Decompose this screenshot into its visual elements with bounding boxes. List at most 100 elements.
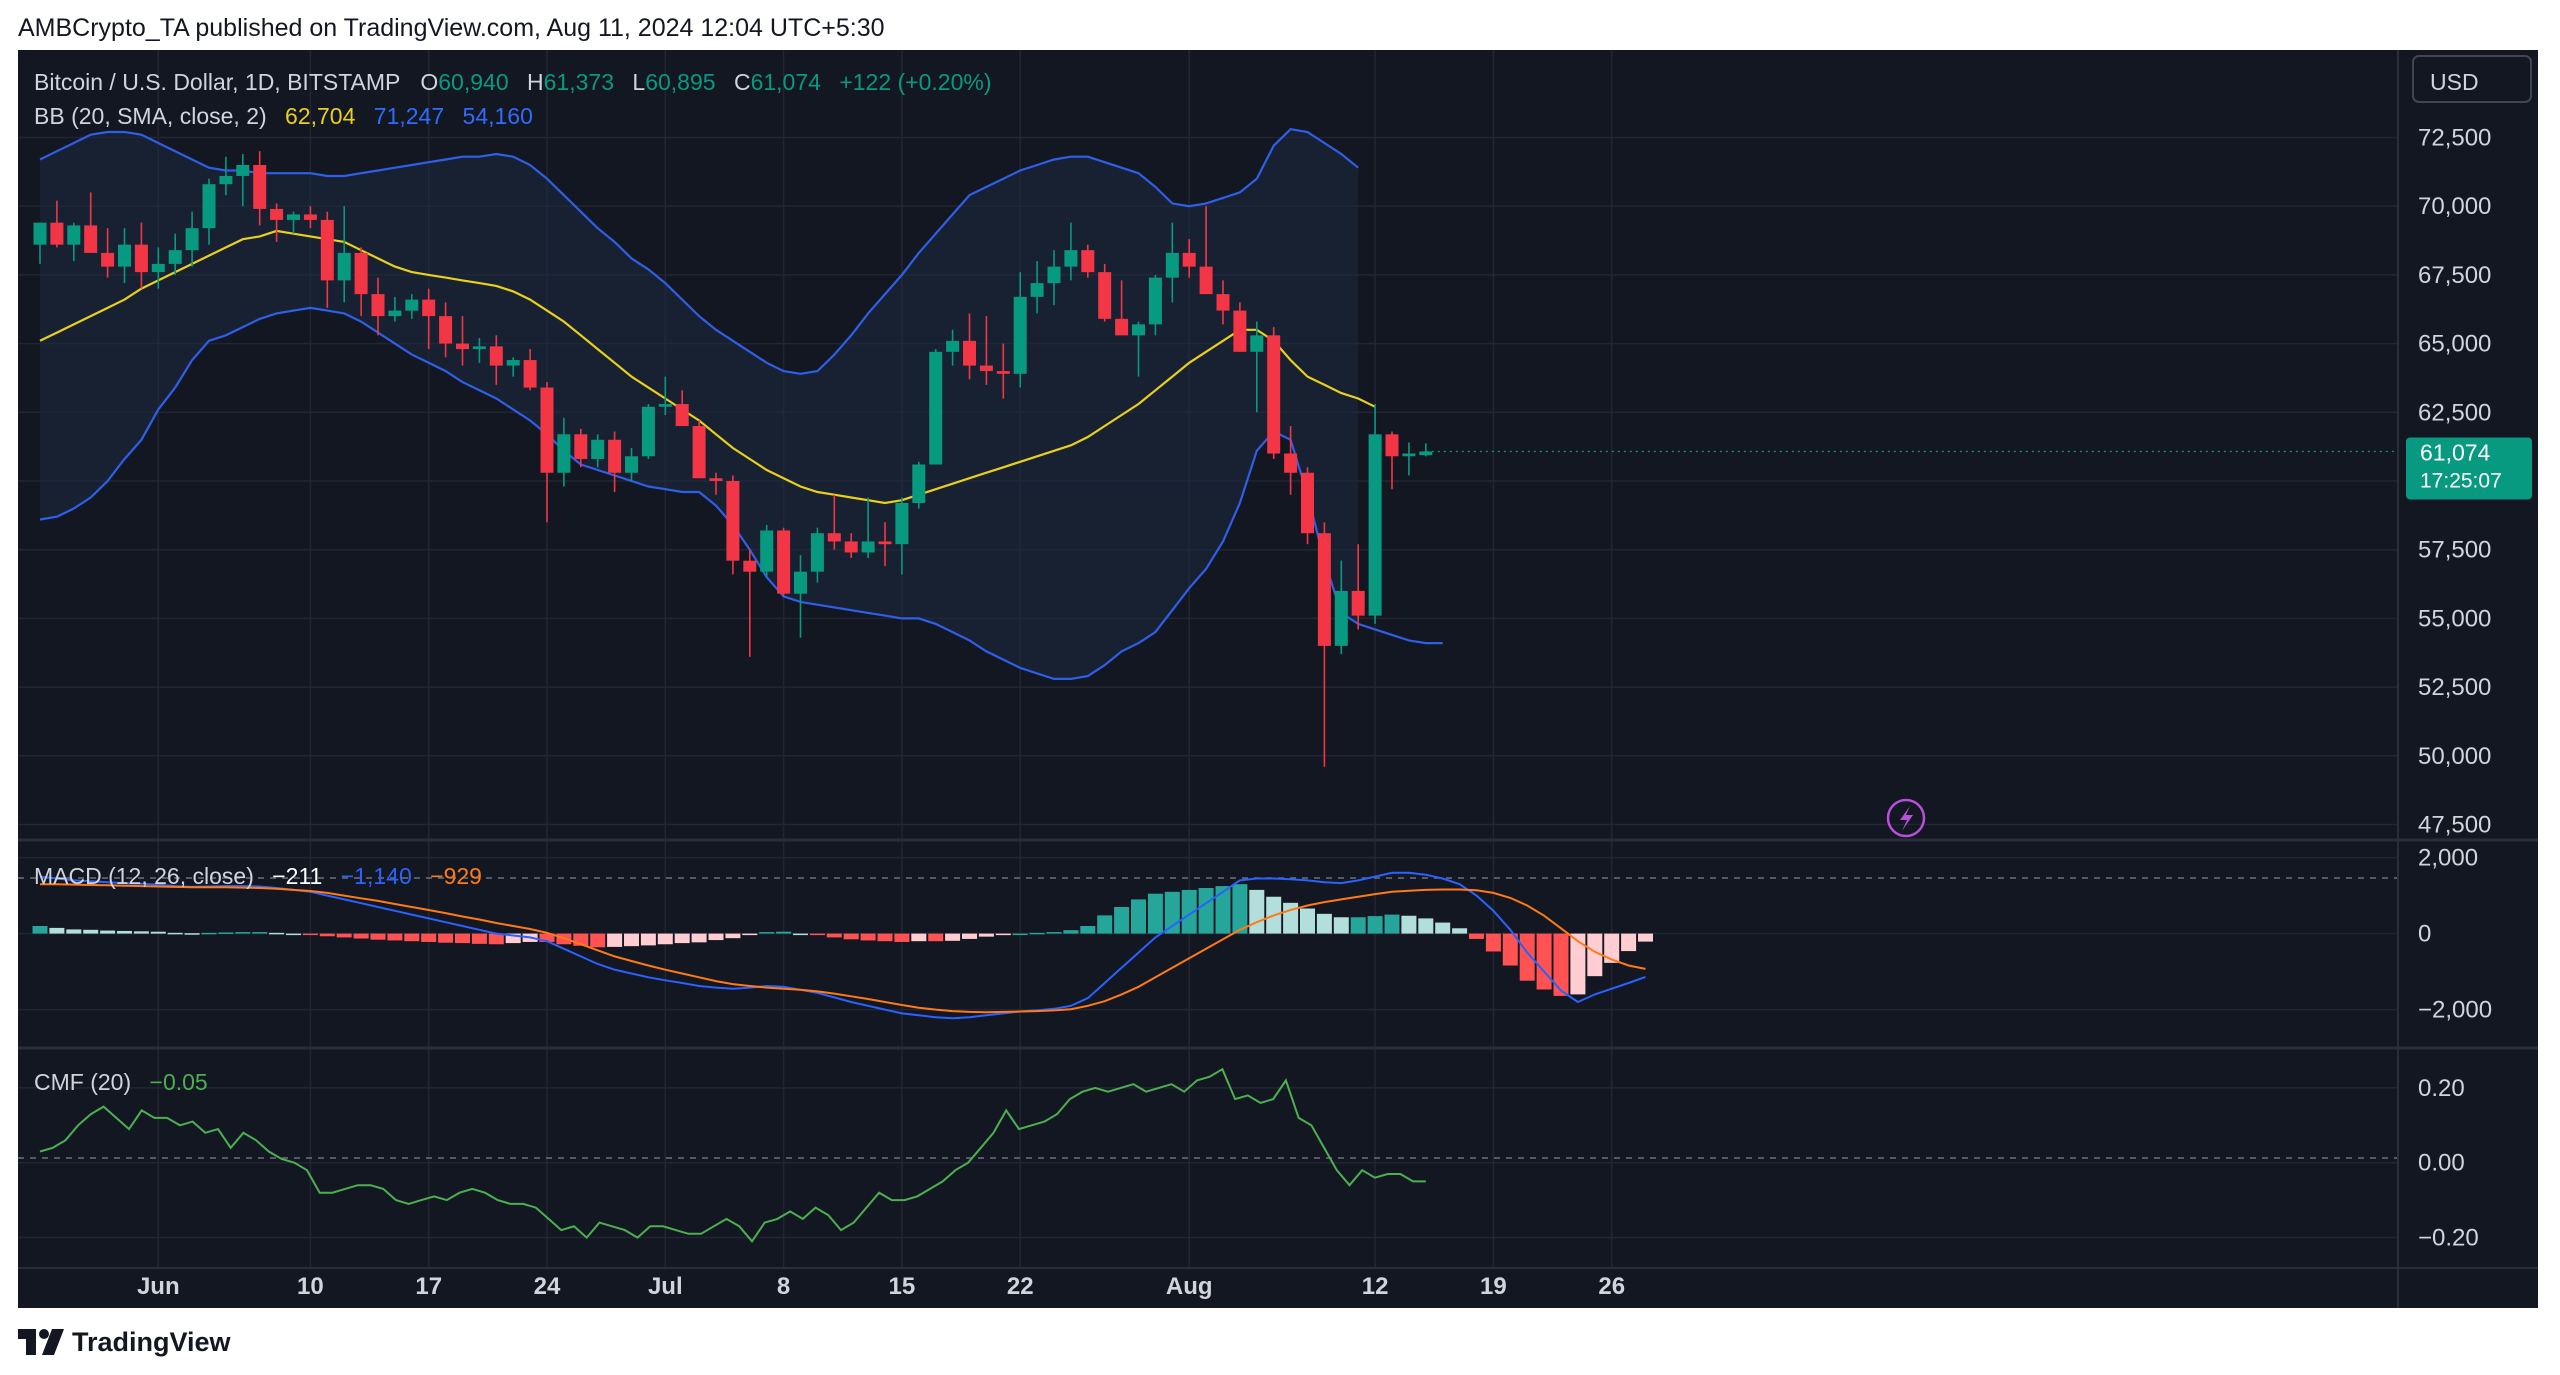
lightning-icon[interactable]	[1886, 798, 1926, 838]
candle-body	[1250, 335, 1264, 352]
cmf-tick-label: 0.00	[2418, 1150, 2465, 1177]
time-tick-label: 26	[1598, 1273, 1625, 1300]
candle-body	[912, 464, 926, 503]
candle-body	[1216, 294, 1230, 311]
candle	[540, 382, 554, 523]
macd-histogram-bar	[66, 929, 82, 934]
chart-canvas[interactable]: 72,50070,00067,50065,00062,50060,00057,5…	[18, 50, 2538, 1308]
candle	[929, 349, 943, 465]
macd-histogram-bar	[860, 933, 876, 941]
candle-body	[67, 225, 81, 245]
candle	[1250, 321, 1264, 413]
candle-body	[422, 299, 436, 317]
bollinger-band-fill	[40, 129, 1359, 679]
candle	[1199, 206, 1213, 295]
lightning-icon-bolt[interactable]	[1900, 806, 1913, 831]
candle	[320, 211, 334, 308]
macd-histogram-bar	[843, 933, 859, 940]
candle	[1132, 321, 1145, 377]
macd-histogram-bar	[1063, 930, 1079, 934]
macd-histogram-bar	[421, 933, 437, 942]
candle	[456, 316, 469, 366]
candle	[439, 302, 453, 358]
candle	[979, 316, 993, 385]
ohlc-change: +122 (+0.20%)	[839, 69, 991, 95]
candle-body	[1182, 252, 1196, 267]
candle-body	[878, 541, 892, 545]
macd-histogram-bar	[1553, 933, 1569, 996]
macd-histogram-bar	[488, 933, 504, 945]
candle-body	[557, 434, 571, 473]
ohlc-open-label: O	[420, 69, 438, 95]
macd-histogram-bar	[1621, 933, 1637, 952]
currency-button-frame[interactable]	[2412, 55, 2532, 103]
macd-histogram-bar	[83, 929, 99, 934]
macd-histogram-bar	[1029, 932, 1045, 935]
candle	[709, 472, 723, 495]
cmf-line	[39, 1067, 1426, 1243]
trading-chart[interactable]: 72,50070,00067,50065,00062,50060,00057,5…	[18, 50, 2538, 1308]
candle	[1216, 280, 1230, 325]
candle-body	[692, 426, 706, 479]
bar-countdown: 17:25:07	[2420, 469, 2502, 492]
candle-body	[979, 365, 993, 372]
price-tick-label: 67,500	[2418, 262, 2491, 289]
candle	[506, 357, 520, 377]
macd-histogram-bar	[286, 933, 301, 936]
candle-body	[963, 340, 976, 366]
candle-body	[540, 387, 554, 473]
time-tick-label: 12	[1362, 1273, 1389, 1300]
macd-hist-value: −211	[272, 863, 322, 889]
price-legend: Bitcoin / U.S. Dollar, 1D, BITSTAMP O60,…	[34, 69, 991, 95]
candle	[1402, 442, 1416, 476]
candle-body	[861, 541, 875, 553]
cmf-tick-label: −0.20	[2418, 1225, 2479, 1252]
candle-body	[523, 360, 537, 388]
lightning-icon-ring[interactable]	[1886, 798, 1926, 838]
candle	[844, 533, 858, 558]
candle	[287, 211, 300, 234]
candle	[658, 376, 672, 416]
macd-histogram-bar	[49, 927, 65, 934]
candle	[794, 555, 807, 638]
candle-body	[219, 175, 233, 185]
candle-body	[1317, 533, 1331, 646]
macd-histogram-bar	[1012, 933, 1028, 936]
macd-histogram-bar	[370, 933, 386, 940]
candle	[354, 247, 368, 317]
candle	[1030, 261, 1044, 314]
candle-body	[743, 560, 757, 572]
candle-body	[151, 263, 165, 273]
candle-body	[303, 214, 317, 220]
macd-histogram-bar	[100, 930, 116, 934]
macd-histogram-bar	[1215, 886, 1231, 934]
macd-histogram-bar	[725, 933, 741, 939]
candle-body	[101, 252, 115, 267]
macd-histogram-bar	[438, 933, 454, 943]
price-tick-label: 65,000	[2418, 331, 2491, 358]
currency-label[interactable]: USD	[2430, 69, 2479, 95]
candle-body	[1233, 310, 1247, 352]
candle-body	[1334, 590, 1348, 646]
time-tick-label: Jul	[648, 1273, 683, 1300]
candle-body	[946, 340, 960, 352]
candle	[337, 206, 351, 303]
macd-histogram-bar	[1283, 902, 1299, 934]
macd-tick-label: 2,000	[2418, 845, 2478, 872]
tradingview-logo[interactable]: TradingView	[18, 1322, 231, 1362]
ohlc-low: 60,895	[645, 69, 715, 95]
macd-histogram-bar	[1469, 933, 1484, 939]
candle	[760, 524, 774, 578]
ohlc-low-label: L	[632, 69, 645, 95]
candle	[810, 527, 824, 583]
candle	[1284, 426, 1298, 495]
candle	[1385, 431, 1399, 490]
currency-button[interactable]: USD	[2412, 55, 2532, 103]
candle-body	[608, 439, 622, 473]
candle-body	[1148, 277, 1162, 325]
candle	[1233, 302, 1247, 352]
candle-body	[185, 228, 199, 251]
candle	[1013, 272, 1027, 388]
bollinger-lower-line	[39, 306, 1443, 681]
